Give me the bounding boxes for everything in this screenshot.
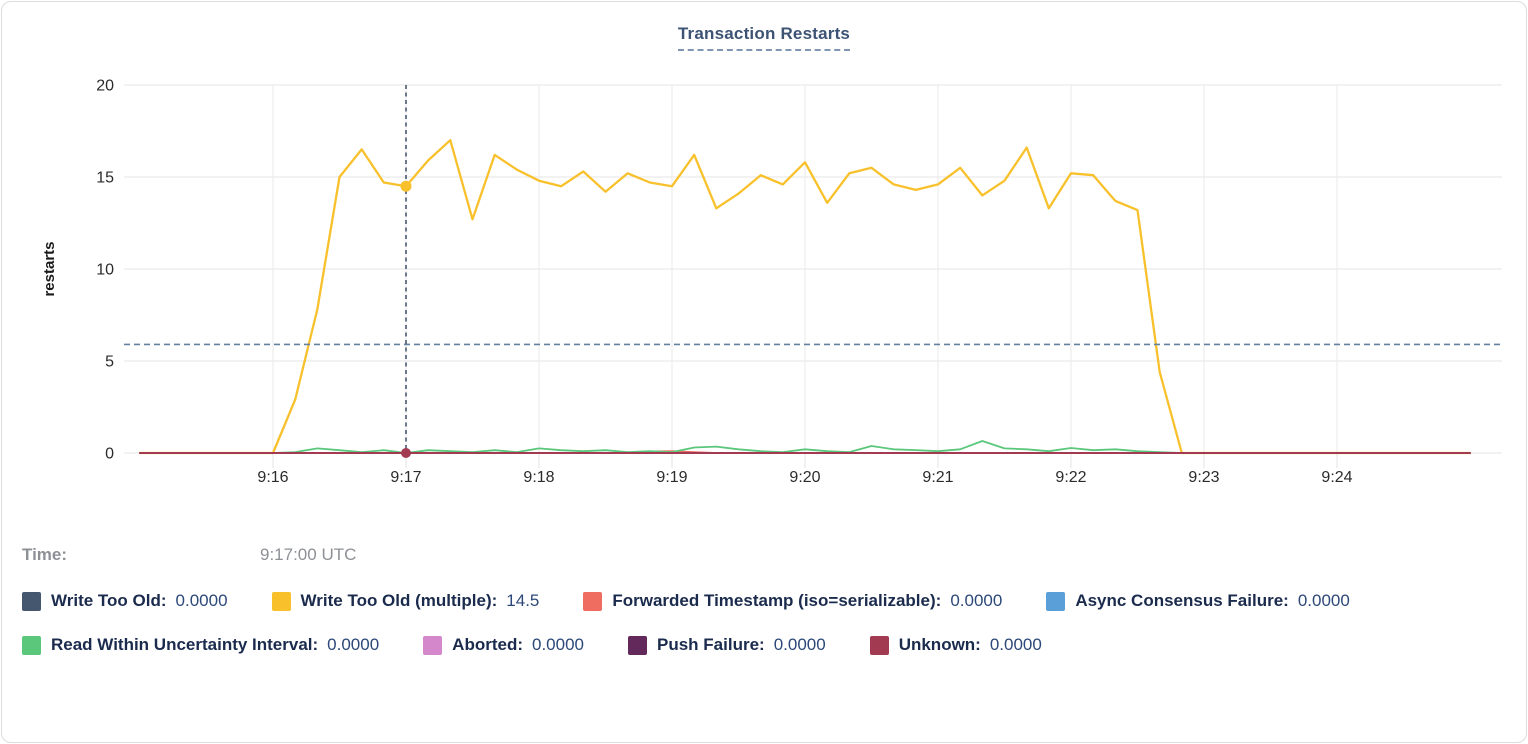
hover-point-write-too-old-multiple- bbox=[400, 180, 412, 192]
legend-color-swatch bbox=[271, 591, 291, 611]
legend-color-swatch bbox=[22, 635, 41, 655]
legend-label: Unknown: bbox=[898, 635, 981, 654]
y-tick-label: 20 bbox=[96, 78, 114, 95]
legend-item: Write Too Old: 0.0000 bbox=[22, 591, 228, 611]
x-tick-label: 9:17 bbox=[390, 469, 421, 486]
legend-label: Forwarded Timestamp (iso=serializable): bbox=[612, 591, 942, 610]
legend-value: 0.0000 bbox=[989, 635, 1042, 654]
legend-label: Push Failure: bbox=[657, 635, 765, 654]
y-tick-label: 5 bbox=[105, 354, 114, 371]
x-tick-label: 9:18 bbox=[523, 469, 554, 486]
y-tick-label: 0 bbox=[105, 446, 114, 463]
x-tick-label: 9:23 bbox=[1188, 469, 1219, 486]
legend-value: 0.0000 bbox=[175, 591, 228, 610]
legend-value: 0.0000 bbox=[1297, 591, 1350, 610]
legend-label: Write Too Old (multiple): bbox=[300, 591, 498, 610]
chart-legend: Write Too Old: 0.0000 Write Too Old (mul… bbox=[22, 591, 1514, 655]
restarts-chart[interactable]: 0 5 10 15 20 9:16 9:17 9:18 9:19 9:20 9:21 9:22 9:23… bbox=[2, 57, 1527, 502]
hover-time-value: 9:17:00 UTC bbox=[260, 545, 357, 564]
legend-color-swatch bbox=[869, 635, 889, 655]
x-tick-label: 9:22 bbox=[1055, 469, 1086, 486]
y-tick-label: 10 bbox=[96, 262, 114, 279]
y-axis-label: restarts bbox=[41, 241, 58, 296]
chart-header: Transaction Restarts bbox=[2, 24, 1526, 51]
legend-color-swatch bbox=[628, 635, 647, 655]
hover-time-label: Time: bbox=[22, 545, 68, 564]
legend-color-swatch bbox=[22, 591, 41, 611]
legend-label: Aborted: bbox=[452, 635, 523, 654]
legend-value: 0.0000 bbox=[773, 635, 826, 654]
legend-value: 0.0000 bbox=[532, 635, 584, 654]
x-tick-label: 9:21 bbox=[922, 469, 953, 486]
legend-label: Write Too Old: bbox=[51, 591, 167, 610]
legend-item: Read Within Uncertainty Interval: 0.0000 bbox=[22, 635, 379, 655]
legend-item: Forwarded Timestamp (iso=serializable): … bbox=[583, 591, 1002, 611]
chart-title[interactable]: Transaction Restarts bbox=[677, 24, 851, 51]
legend-color-swatch bbox=[423, 635, 443, 655]
legend-item: Write Too Old (multiple): 14.5 bbox=[271, 591, 540, 611]
hover-time-row: Time: 9:17:00 UTC bbox=[22, 545, 356, 565]
legend-item: Aborted: 0.0000 bbox=[423, 635, 584, 655]
legend-value: 14.5 bbox=[506, 591, 540, 610]
y-tick-label: 15 bbox=[96, 170, 114, 187]
legend-item: Push Failure: 0.0000 bbox=[628, 635, 826, 655]
x-tick-label: 9:20 bbox=[789, 469, 820, 486]
hover-point-unknown bbox=[401, 448, 411, 458]
legend-color-swatch bbox=[1046, 591, 1066, 611]
legend-label: Read Within Uncertainty Interval: bbox=[51, 635, 319, 654]
legend-color-swatch bbox=[583, 591, 603, 611]
legend-item: Async Consensus Failure: 0.0000 bbox=[1046, 591, 1350, 611]
legend-item: Unknown: 0.0000 bbox=[869, 635, 1042, 655]
x-tick-label: 9:16 bbox=[257, 469, 288, 486]
x-tick-label: 9:19 bbox=[656, 469, 687, 486]
legend-label: Async Consensus Failure: bbox=[1075, 591, 1289, 610]
legend-value: 0.0000 bbox=[950, 591, 1003, 610]
x-tick-label: 9:24 bbox=[1321, 469, 1352, 486]
legend-value: 0.0000 bbox=[327, 635, 380, 654]
